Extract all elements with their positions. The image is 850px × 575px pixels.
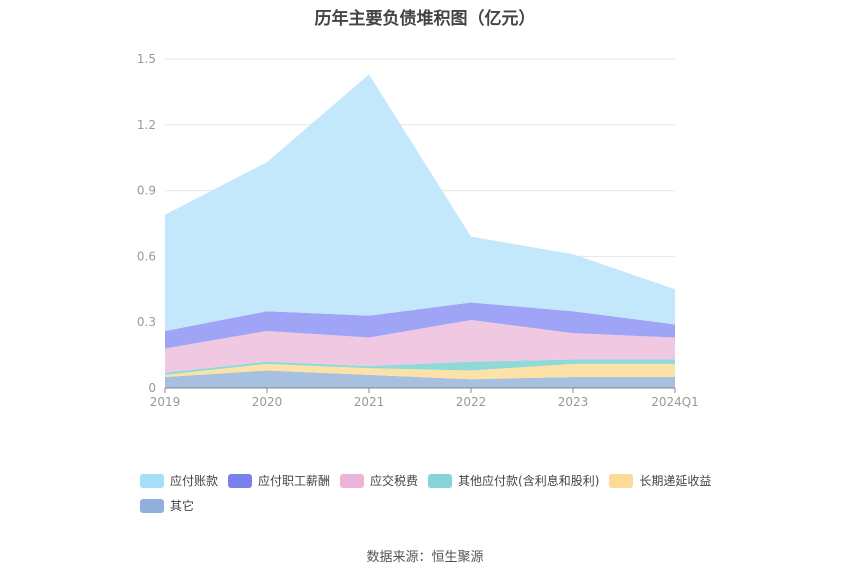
y-tick-label: 0 bbox=[148, 381, 156, 395]
y-tick-label: 0.3 bbox=[137, 315, 156, 329]
chart-title: 历年主要负债堆积图（亿元） bbox=[314, 9, 536, 29]
y-tick-label: 0.6 bbox=[137, 249, 156, 263]
area-series-应付账款 bbox=[165, 74, 675, 331]
legend-label: 其它 bbox=[170, 499, 195, 513]
area-series-应付职工薪酬 bbox=[165, 302, 675, 349]
y-tick-label: 1.5 bbox=[137, 52, 156, 66]
legend-label: 应交税费 bbox=[370, 474, 419, 488]
area-series-其它 bbox=[165, 370, 675, 388]
area-series-长期递延收益 bbox=[165, 363, 675, 380]
legend-swatch bbox=[428, 473, 453, 488]
x-tick-label: 2022 bbox=[456, 395, 487, 409]
legend-item[interactable]: 应付账款 bbox=[140, 472, 218, 489]
legend-swatch bbox=[140, 473, 164, 488]
legend-swatch bbox=[228, 473, 253, 488]
legend-label: 应付账款 bbox=[170, 474, 219, 488]
x-tick-label: 2023 bbox=[558, 395, 589, 409]
legend: 应付账款 应付职工薪酬 应交税费 其他应付款(含利息和股利) 长期递延收益其它 bbox=[140, 472, 740, 522]
area-series-其他应付款(含利息和股利) bbox=[165, 359, 675, 375]
legend-item[interactable]: 其他应付款(含利息和股利) bbox=[428, 472, 599, 489]
data-source-note: 数据来源：恒生聚源 bbox=[366, 550, 484, 565]
x-tick-label: 2019 bbox=[150, 395, 181, 409]
legend-label: 长期递延收益 bbox=[639, 474, 712, 488]
legend-item[interactable]: 应付职工薪酬 bbox=[228, 472, 330, 489]
area-series-应交税费 bbox=[165, 320, 675, 373]
x-tick-label: 2021 bbox=[354, 395, 385, 409]
legend-item[interactable]: 长期递延收益 bbox=[609, 472, 711, 489]
legend-swatch bbox=[340, 473, 365, 488]
legend-label: 其他应付款(含利息和股利) bbox=[458, 474, 600, 488]
legend-item[interactable]: 应交税费 bbox=[340, 472, 418, 489]
legend-swatch bbox=[609, 473, 634, 488]
y-tick-label: 0.9 bbox=[137, 184, 156, 198]
y-tick-label: 1.2 bbox=[137, 118, 156, 132]
legend-label: 应付职工薪酬 bbox=[258, 474, 331, 488]
x-tick-label: 2024Q1 bbox=[651, 395, 699, 409]
legend-swatch bbox=[140, 498, 164, 513]
legend-item[interactable]: 其它 bbox=[140, 497, 194, 514]
x-tick-label: 2020 bbox=[252, 395, 283, 409]
